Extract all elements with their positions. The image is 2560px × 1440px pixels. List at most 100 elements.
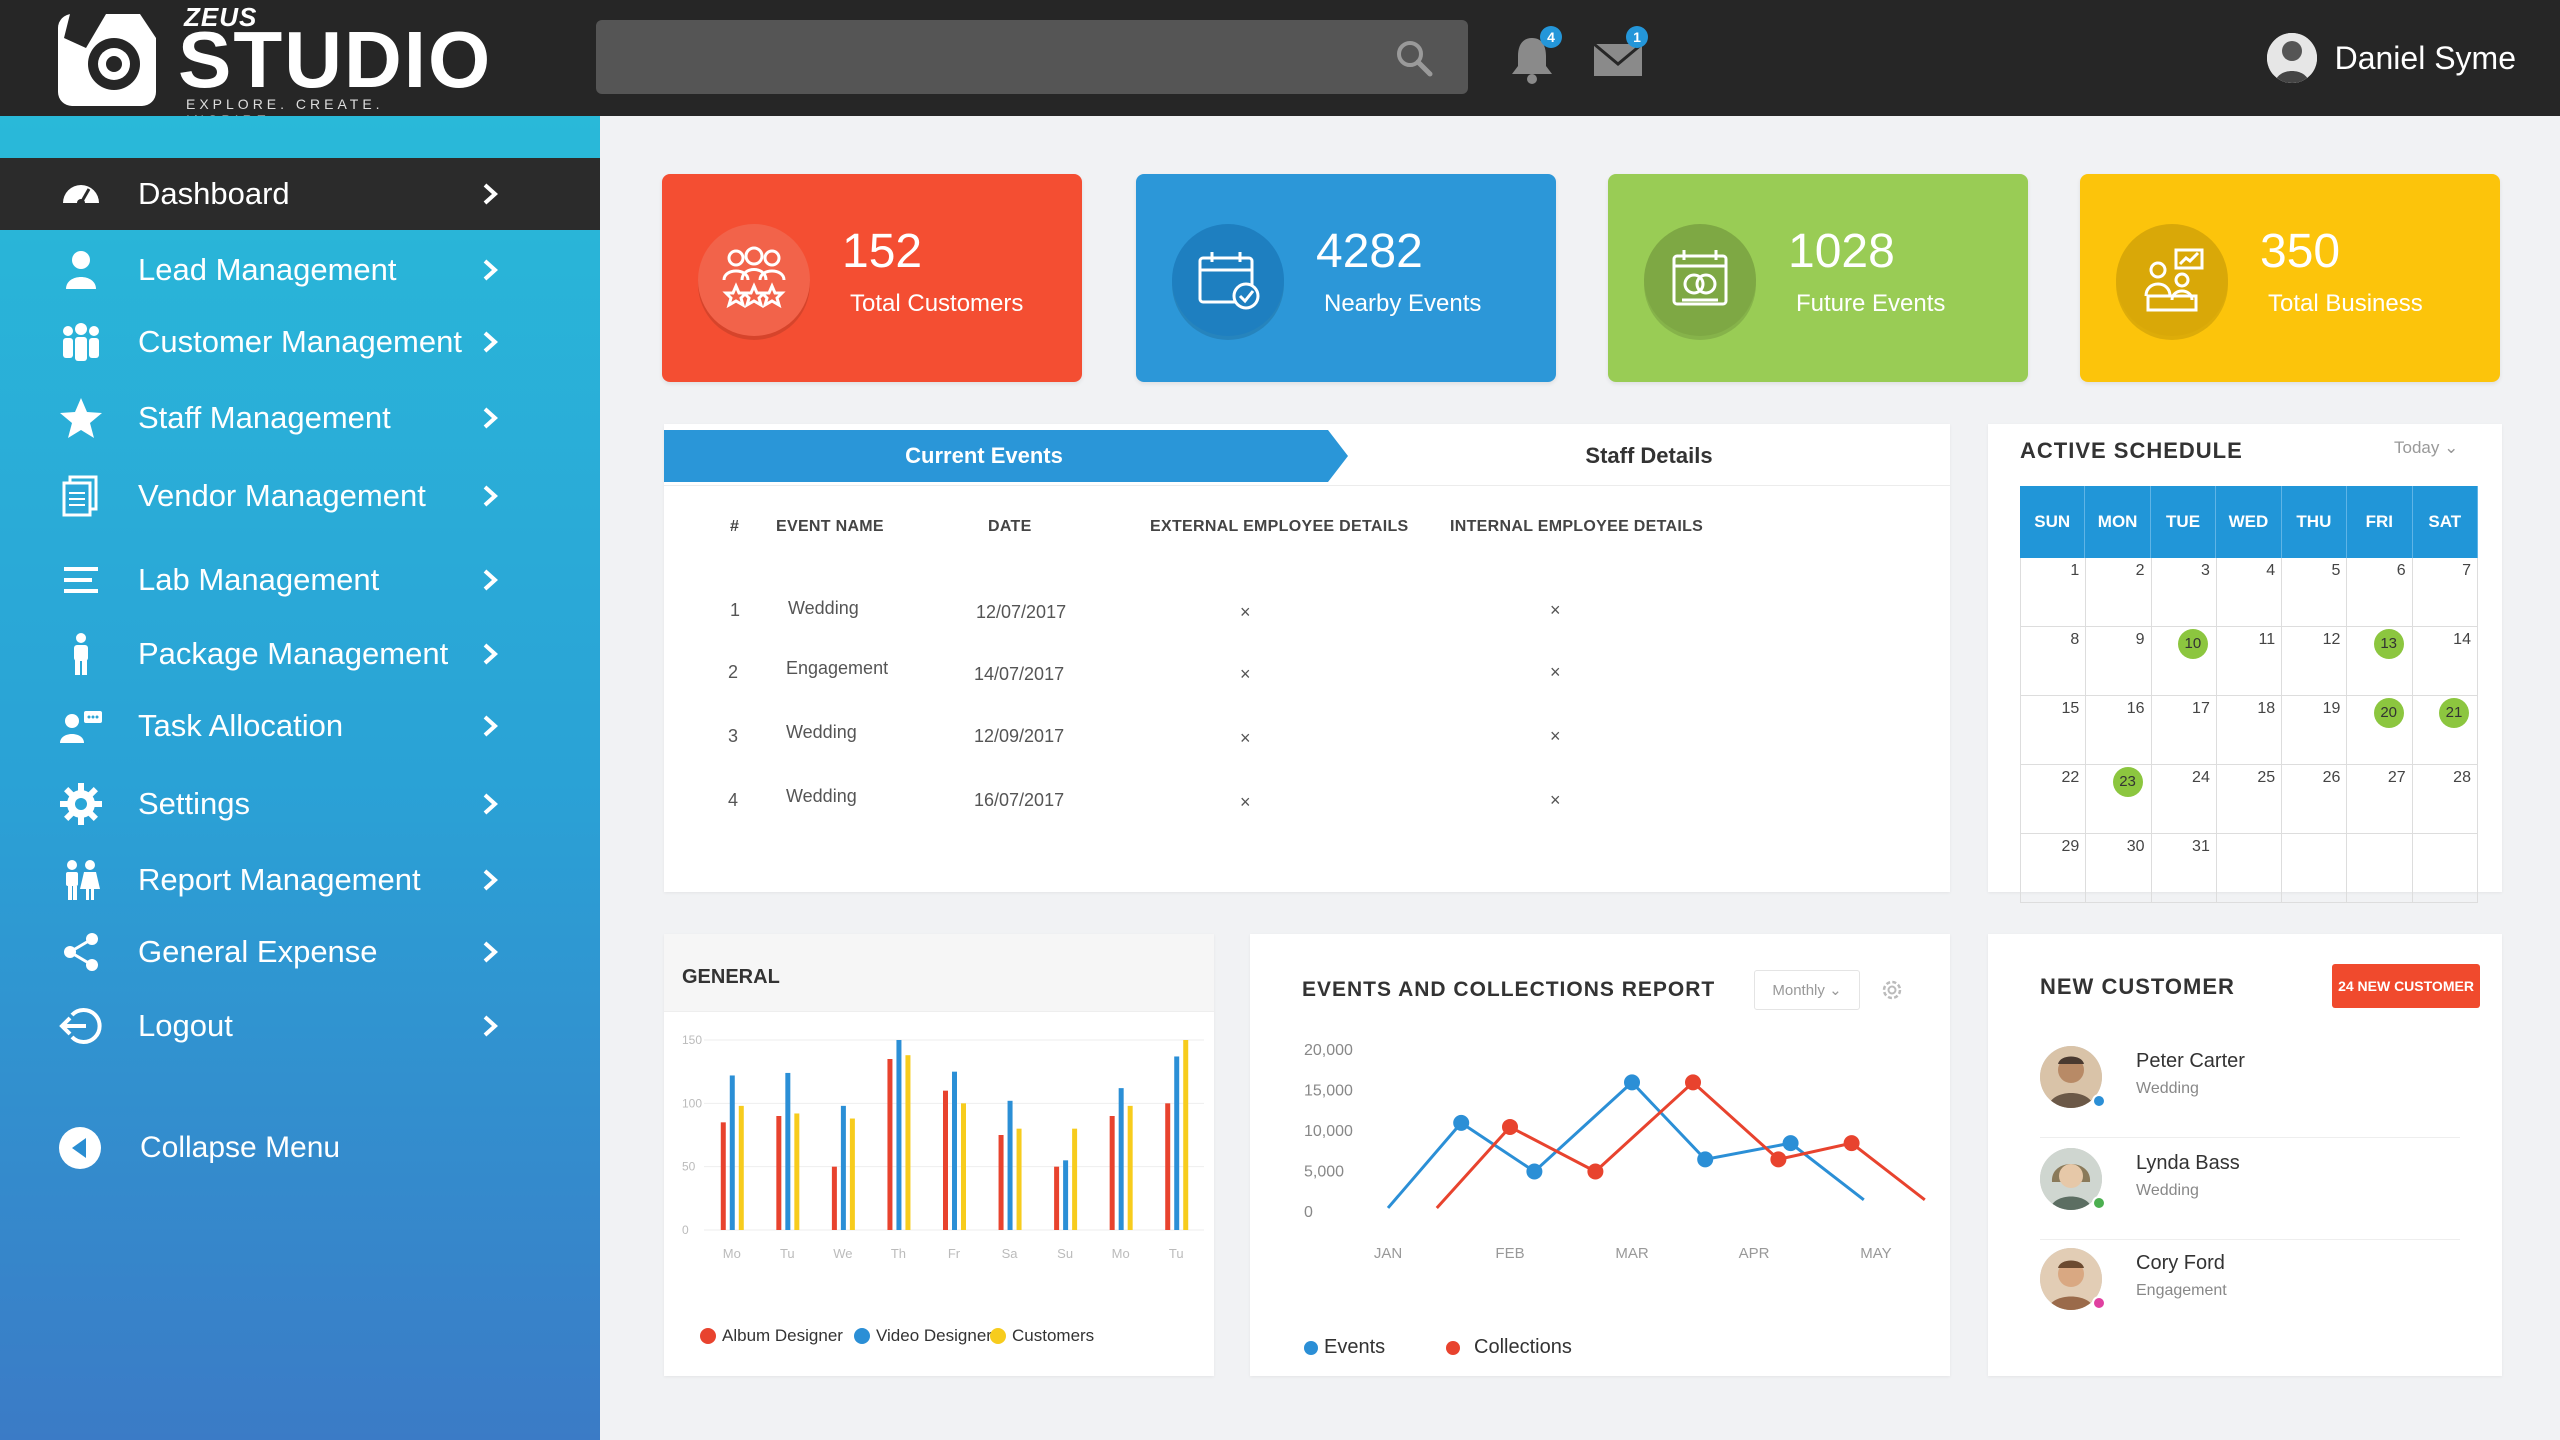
customer-name: Peter Carter <box>2136 1050 2245 1072</box>
calendar-day-cell[interactable]: 6 <box>2346 558 2411 626</box>
calendar-day-number: 16 <box>2126 700 2145 717</box>
bar-video-designer <box>1174 1056 1180 1230</box>
row-internal-close-icon[interactable]: × <box>1550 790 1561 810</box>
calendar-day-cell[interactable]: 24 <box>2150 765 2216 833</box>
collapse-menu-button[interactable]: Collapse Menu <box>0 1112 600 1184</box>
calendar-day-cell[interactable]: 7 <box>2411 558 2478 626</box>
calendar-day-cell[interactable]: 17 <box>2150 696 2216 764</box>
schedule-range-dropdown[interactable]: Today ⌄ <box>2394 438 2458 458</box>
calendar-day-cell[interactable]: 15 <box>2020 696 2085 764</box>
new-customer-count-button[interactable]: 24 NEW CUSTOMER <box>2332 964 2480 1008</box>
calendar-day-cell[interactable]: 21 <box>2411 696 2478 764</box>
gear-icon[interactable] <box>1880 978 1904 1002</box>
search-input[interactable] <box>596 20 1356 94</box>
calendar-day-cell[interactable]: 10 <box>2150 627 2216 695</box>
y-tick-label: 5,000 <box>1304 1164 1344 1181</box>
x-tick-label: MAY <box>1860 1245 1891 1262</box>
calendar-day-cell[interactable]: 18 <box>2215 696 2281 764</box>
stat-card-future-events[interactable]: 1028 Future Events <box>1608 174 2028 382</box>
sidebar-item-lab-management[interactable]: Lab Management <box>0 544 600 616</box>
row-internal-close-icon[interactable]: × <box>1550 726 1561 746</box>
stat-label: Nearby Events <box>1324 290 1482 317</box>
stat-value: 152 <box>842 225 923 278</box>
calendar-day-cell[interactable]: 16 <box>2085 696 2150 764</box>
calendar-day-cell[interactable]: 31 <box>2150 834 2216 902</box>
sidebar-item-dashboard[interactable]: Dashboard <box>0 158 600 230</box>
search-icon[interactable] <box>1394 38 1434 78</box>
row-external-close-icon[interactable]: × <box>1240 728 1251 748</box>
calendar-day-cell[interactable]: 20 <box>2346 696 2411 764</box>
tab-current-events[interactable]: Current Events <box>664 430 1348 482</box>
messages-button[interactable]: 1 <box>1590 26 1648 86</box>
stat-card-total-customers[interactable]: 152 Total Customers <box>662 174 1082 382</box>
row-date: 12/09/2017 <box>974 726 1065 746</box>
calendar-day-cell[interactable]: 14 <box>2411 627 2478 695</box>
general-chart-panel: GENERAL 150 100 50 0 Mo Tu We Th Fr Sa Su Mo Tu Albu… <box>664 934 1214 1376</box>
calendar-day-cell[interactable]: 13 <box>2346 627 2411 695</box>
calendar-day-cell[interactable]: 23 <box>2085 765 2150 833</box>
calendar-day-cell[interactable]: 4 <box>2215 558 2281 626</box>
notifications-button[interactable]: 4 <box>1504 26 1562 86</box>
calendar-day-number: 26 <box>2322 769 2341 786</box>
sidebar-item-package-management[interactable]: Package Management <box>0 618 600 690</box>
calendar-day-cell[interactable]: 29 <box>2020 834 2085 902</box>
star-icon <box>60 398 102 438</box>
calendar-day-cell[interactable]: 25 <box>2215 765 2281 833</box>
sidebar-item-task-allocation[interactable]: Task Allocation <box>0 690 600 762</box>
tab-staff-details[interactable]: Staff Details <box>1585 443 1713 468</box>
sidebar-item-label: Report Management <box>138 862 421 897</box>
x-tick-label: MAR <box>1615 1245 1649 1262</box>
calendar-day-number: 19 <box>2322 700 2341 717</box>
column-header-date: DATE <box>988 518 1032 535</box>
row-internal-close-icon[interactable]: × <box>1550 600 1561 620</box>
stat-card-nearby-events[interactable]: 4282 Nearby Events <box>1136 174 1556 382</box>
bar-album-designer <box>1054 1166 1060 1230</box>
collapse-left-icon <box>59 1127 101 1169</box>
sidebar-item-lead-management[interactable]: Lead Management <box>0 234 600 306</box>
sidebar-item-report-management[interactable]: Report Management <box>0 844 600 916</box>
report-period-dropdown[interactable]: Monthly ⌄ <box>1754 970 1860 1010</box>
row-external-close-icon[interactable]: × <box>1240 792 1251 812</box>
calendar-day-cell[interactable]: 28 <box>2411 765 2478 833</box>
row-internal-close-icon[interactable]: × <box>1550 662 1561 682</box>
stat-card-total-business[interactable]: 350 Total Business <box>2080 174 2500 382</box>
sidebar-item-staff-management[interactable]: Staff Management <box>0 382 600 454</box>
calendar-day-cell[interactable]: 26 <box>2281 765 2346 833</box>
calendar-day-cell[interactable]: 22 <box>2020 765 2085 833</box>
calendar-event-day: 20 <box>2373 698 2404 728</box>
y-tick-label: 0 <box>682 1223 689 1237</box>
row-external-close-icon[interactable]: × <box>1240 664 1251 684</box>
calendar-day-cell[interactable]: 11 <box>2215 627 2281 695</box>
active-schedule-panel: ACTIVE SCHEDULE Today ⌄ SUN MON TUE WED THU F… <box>1988 424 2502 903</box>
sidebar-item-settings[interactable]: Settings <box>0 768 600 840</box>
list-item[interactable]: Lynda Bass Wedding <box>2040 1140 2460 1240</box>
calendar-day-cell[interactable]: 19 <box>2281 696 2346 764</box>
calendar-day-cell[interactable]: 8 <box>2020 627 2085 695</box>
calendar-day-cell[interactable]: 9 <box>2085 627 2150 695</box>
calendar-day-cell[interactable]: 2 <box>2085 558 2150 626</box>
calendar-day-cell[interactable]: 3 <box>2150 558 2216 626</box>
calendar-day-cell[interactable]: 5 <box>2281 558 2346 626</box>
calendar-day-cell[interactable]: 30 <box>2085 834 2150 902</box>
calendar-day-cell[interactable]: 12 <box>2281 627 2346 695</box>
sidebar-item-label: Customer Management <box>138 324 462 359</box>
calendar-day-cell[interactable]: 1 <box>2020 558 2085 626</box>
sidebar-item-customer-management[interactable]: Customer Management <box>0 306 600 378</box>
general-bar-chart: 150 100 50 0 Mo Tu We Th Fr Sa Su Mo Tu <box>682 1033 1204 1261</box>
sidebar-item-logout[interactable]: Logout <box>0 990 600 1062</box>
chevron-right-icon <box>483 407 498 429</box>
bar-album-designer <box>720 1122 726 1230</box>
sidebar-item-general-expense[interactable]: General Expense <box>0 916 600 988</box>
sidebar-item-vendor-management[interactable]: Vendor Management <box>0 460 600 532</box>
user-menu[interactable]: Daniel Syme <box>2266 30 2516 86</box>
calendar-day-cell[interactable]: 27 <box>2346 765 2411 833</box>
row-external-close-icon[interactable]: × <box>1240 602 1251 622</box>
list-item[interactable]: Peter Carter Wedding <box>2040 1038 2460 1138</box>
bar-customers <box>849 1118 855 1230</box>
list-item[interactable]: Cory Ford Engagement <box>2040 1240 2460 1340</box>
studio-logo[interactable]: ZEUS STUDIO EXPLORE. CREATE. INSPIRE <box>56 2 490 128</box>
schedule-title: ACTIVE SCHEDULE <box>2020 438 2243 463</box>
x-tick-label: Su <box>1057 1246 1073 1261</box>
sidebar-item-label: Vendor Management <box>138 478 426 513</box>
calendar-day-number: 2 <box>2135 562 2145 579</box>
